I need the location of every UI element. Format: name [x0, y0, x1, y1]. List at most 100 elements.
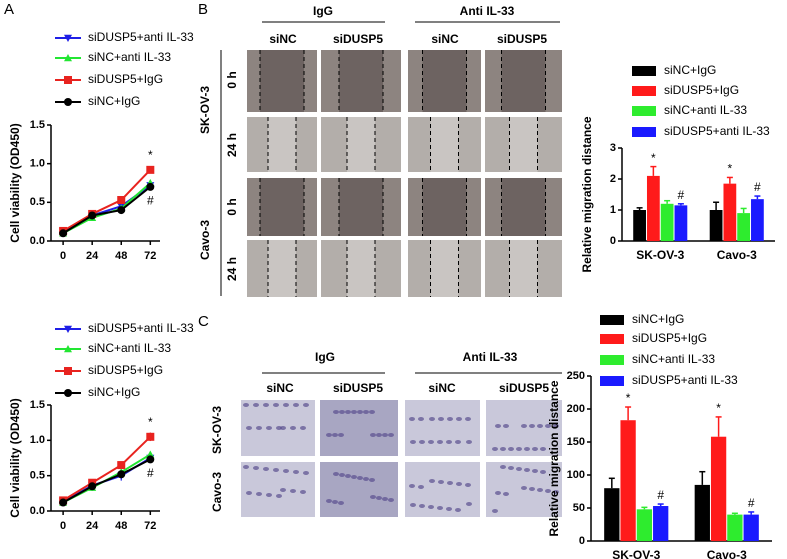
cell	[338, 501, 344, 505]
legend-swatch	[632, 127, 656, 137]
annotation: *	[148, 148, 153, 162]
cell	[466, 440, 472, 444]
legend-label: siDUSP5+anti IL-33	[664, 124, 770, 138]
cell	[524, 468, 530, 472]
bar	[727, 514, 743, 541]
time-label: 24 h	[225, 133, 239, 157]
panel-label: C	[198, 313, 209, 330]
panel-label: B	[198, 1, 208, 18]
legend-label: siNC+IgG	[632, 312, 684, 326]
cell	[429, 417, 435, 421]
cell	[333, 472, 339, 476]
cell	[283, 469, 289, 473]
legend-marker	[64, 367, 72, 375]
marker	[88, 482, 97, 491]
wound-gap	[347, 240, 375, 297]
annotation: #	[748, 496, 755, 510]
cell	[456, 482, 462, 486]
cell	[516, 447, 522, 451]
cell	[492, 509, 498, 513]
cell	[243, 403, 249, 407]
y-axis-title: Relative migration distance	[547, 380, 561, 536]
cell	[553, 424, 559, 428]
cell	[357, 476, 363, 480]
panel-label: A	[4, 1, 14, 18]
legend-label: siNC+IgG	[88, 94, 140, 108]
marker	[146, 165, 155, 174]
marker	[146, 182, 155, 191]
y-axis-title: Cell viability (OD450)	[8, 123, 22, 242]
annotation: *	[651, 151, 656, 165]
wound-gap	[509, 117, 538, 172]
legend-label: siNC+anti IL-33	[88, 50, 171, 64]
bar	[633, 210, 646, 241]
cell	[465, 417, 471, 421]
x-tick-label: 0	[60, 250, 66, 262]
cell	[438, 417, 444, 421]
cell	[246, 491, 252, 495]
legend-swatch	[632, 66, 656, 76]
cell	[339, 473, 345, 477]
cell-line-label: SK-OV-3	[210, 406, 224, 454]
x-tick-label: Cavo-3	[707, 548, 747, 559]
legend-label: siNC+IgG	[664, 63, 716, 77]
marker	[146, 455, 155, 464]
cell	[351, 475, 357, 479]
y-tick-label: 50	[573, 502, 585, 514]
marker	[88, 211, 97, 220]
condition-label: siDUSP5	[333, 32, 383, 46]
cell	[345, 410, 351, 414]
condition-label: siNC	[266, 381, 294, 395]
group-label: Anti IL-33	[460, 4, 515, 18]
legend-swatch	[600, 376, 624, 386]
cell	[495, 491, 501, 495]
cell	[263, 467, 269, 471]
cell	[529, 487, 535, 491]
y-tick-label: 0.5	[30, 196, 45, 208]
bar	[737, 213, 751, 241]
cell	[369, 478, 375, 482]
cell	[466, 502, 472, 506]
marker	[146, 450, 155, 458]
cell	[273, 468, 279, 472]
cell	[243, 465, 249, 469]
bar	[636, 509, 653, 541]
wound-gap	[339, 178, 383, 236]
legend-label: siDUSP5+IgG	[88, 363, 163, 377]
cell	[410, 503, 416, 507]
micrograph	[405, 400, 480, 456]
cell	[409, 484, 415, 488]
cell	[338, 433, 344, 437]
annotation: *	[728, 162, 733, 176]
wound-gap	[509, 240, 538, 297]
annotation: #	[754, 180, 761, 194]
cell	[263, 403, 269, 407]
legend-marker	[64, 54, 72, 62]
legend-swatch	[600, 315, 624, 325]
cell	[303, 403, 309, 407]
cell	[455, 440, 461, 444]
group-label: Anti IL-33	[463, 350, 518, 364]
cell-line-label: Cavo-3	[198, 220, 212, 260]
marker	[117, 470, 126, 479]
micrograph	[320, 462, 398, 517]
cell	[540, 470, 546, 474]
cell	[266, 426, 272, 430]
cell	[303, 471, 309, 475]
bar	[751, 199, 764, 241]
cell	[276, 494, 282, 498]
y-axis-title: Relative migration distance	[580, 116, 594, 272]
series-line	[62, 436, 152, 502]
cell-line-label: SK-OV-3	[198, 86, 212, 134]
cell	[256, 426, 262, 430]
cell	[290, 489, 296, 493]
wound-gap	[430, 240, 459, 297]
cell	[370, 433, 376, 437]
group-label: IgG	[315, 350, 335, 364]
cell	[437, 440, 443, 444]
y-tick-label: 200	[567, 403, 585, 415]
legend-swatch	[600, 334, 624, 344]
bar	[710, 436, 727, 541]
bar	[694, 484, 710, 541]
cell	[273, 403, 279, 407]
